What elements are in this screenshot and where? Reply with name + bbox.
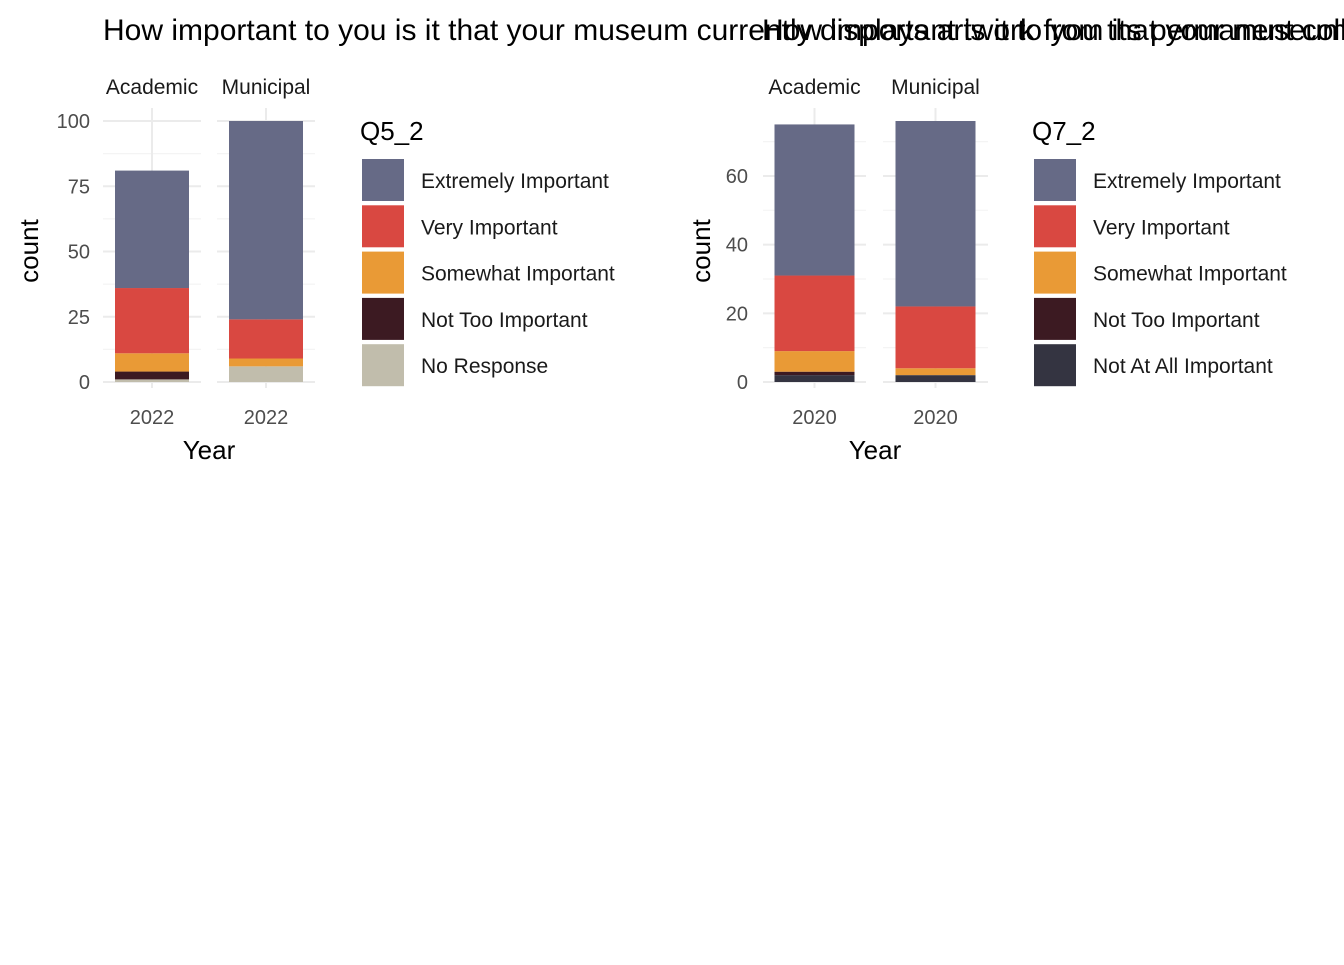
facet-label-academic: Academic: [106, 76, 198, 99]
facet-label-municipal: Municipal: [222, 76, 311, 99]
bar-academic-not-too-important: [774, 371, 855, 376]
bar-municipal-somewhat-important: [895, 368, 976, 376]
chart-panel-2: How important is it to you that your mus…: [686, 14, 1344, 465]
bar-academic-somewhat-important: [115, 353, 189, 372]
y-tick-label: 40: [726, 235, 748, 257]
legend-key-somewhat-important: [1034, 251, 1076, 294]
bar-municipal-not-at-all-important: [895, 375, 976, 382]
chart-title: How important to you is it that your mus…: [103, 14, 1344, 47]
bar-academic-very-important: [115, 288, 189, 354]
legend-key-very-important: [1034, 205, 1076, 248]
legend-label-somewhat-important: Somewhat Important: [421, 263, 615, 286]
facet-academic: Academic 2020: [763, 76, 866, 429]
bar-academic-extremely-important: [115, 170, 189, 289]
bar-municipal-extremely-important: [229, 121, 303, 320]
legend-label-not-too-important: Not Too Important: [1093, 309, 1260, 332]
x-tick-label: 2022: [130, 407, 175, 429]
legend-label-very-important: Very Important: [421, 216, 558, 239]
legend-label-not-at-all-important: Not At All Important: [1093, 355, 1273, 378]
legend-title: Q5_2: [360, 116, 424, 146]
legend: Q5_2 Extremely Important Very Important Som…: [360, 116, 615, 387]
legend-key-no-response: [362, 344, 404, 387]
x-tick-label: 2020: [792, 407, 837, 429]
legend-label-extremely-important: Extremely Important: [1093, 170, 1281, 193]
legend-key-not-too-important: [1034, 297, 1076, 340]
bar-academic-not-at-all-important: [774, 375, 855, 382]
legend-label-very-important: Very Important: [1093, 216, 1230, 239]
y-tick-label: 100: [57, 111, 90, 133]
bar-academic-no-response: [115, 379, 189, 382]
bar-academic-very-important: [774, 275, 855, 352]
bar-municipal-no-response: [229, 366, 303, 382]
facet-label-academic: Academic: [768, 76, 860, 99]
y-tick-label: 0: [737, 372, 748, 394]
y-axis-title: count: [14, 218, 44, 282]
y-tick-label: 60: [726, 166, 748, 188]
bar-academic-extremely-important: [774, 124, 855, 276]
legend: Q7_2 Extremely Important Very Important Som…: [1032, 116, 1287, 387]
bar-municipal-extremely-important: [895, 121, 976, 307]
y-tick-label: 20: [726, 303, 748, 325]
y-tick-label: 75: [68, 176, 90, 198]
facet-municipal: Municipal 2020: [883, 76, 988, 429]
bar-municipal-very-important: [895, 306, 976, 369]
y-axis-title: count: [686, 218, 716, 282]
legend-key-extremely-important: [362, 159, 404, 201]
bar-municipal-very-important: [229, 319, 303, 359]
x-tick-label: 2022: [244, 407, 289, 429]
bar-academic-not-too-important: [115, 371, 189, 380]
facet-label-municipal: Municipal: [891, 76, 980, 99]
facet-municipal: Municipal 2022: [217, 76, 315, 429]
legend-key-extremely-important: [1034, 159, 1076, 201]
legend-label-not-too-important: Not Too Important: [421, 309, 588, 332]
facet-academic: Academic 2022: [103, 76, 201, 429]
legend-label-somewhat-important: Somewhat Important: [1093, 263, 1287, 286]
y-tick-label: 50: [68, 242, 90, 264]
x-axis-title: Year: [183, 435, 236, 465]
y-tick-label: 0: [79, 372, 90, 394]
x-tick-label: 2020: [913, 407, 958, 429]
bar-academic-somewhat-important: [774, 351, 855, 372]
legend-key-somewhat-important: [362, 251, 404, 294]
legend-title: Q7_2: [1032, 116, 1096, 146]
bar-municipal-somewhat-important: [229, 358, 303, 367]
chart-title: How important is it to you that your mus…: [762, 14, 1344, 47]
x-axis-title: Year: [849, 435, 902, 465]
y-tick-label: 25: [68, 307, 90, 329]
chart-panel-1: How important to you is it that your mus…: [14, 14, 1344, 465]
legend-key-not-too-important: [362, 297, 404, 340]
legend-label-extremely-important: Extremely Important: [421, 170, 609, 193]
legend-key-very-important: [362, 205, 404, 248]
legend-key-not-at-all-important: [1034, 344, 1076, 387]
legend-label-no-response: No Response: [421, 355, 548, 378]
